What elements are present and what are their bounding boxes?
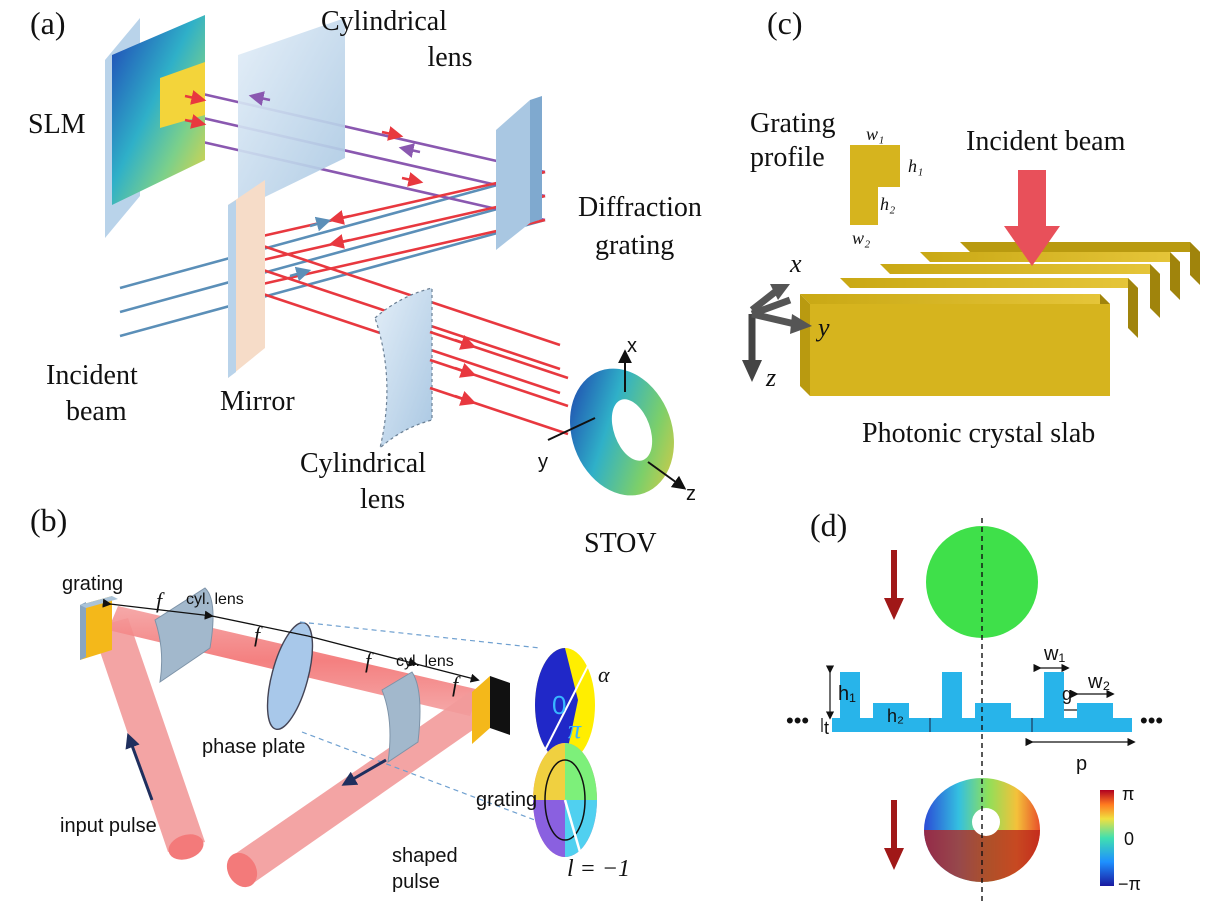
l-value-label: l = −1	[567, 856, 630, 882]
label-cyl-lens-top-2: lens	[427, 42, 472, 73]
label-grating-right: grating	[476, 789, 537, 811]
label-t-d: t	[824, 718, 829, 738]
f-label-1: f	[156, 588, 165, 613]
label-slm: SLM	[28, 109, 86, 140]
alpha-label: α	[598, 662, 610, 687]
stov-axis-x: x	[627, 335, 637, 357]
panel-b: (b)	[30, 502, 630, 893]
ellipsis-right: •••	[1140, 708, 1163, 733]
label-input-pulse: input pulse	[60, 815, 157, 837]
label-w1-d: w₁	[1043, 643, 1065, 665]
stov-torus	[547, 349, 687, 496]
incident-arrows-d	[884, 550, 904, 870]
grating-profile-shape	[850, 145, 900, 225]
cell-dividers-d	[929, 718, 1033, 732]
label-incident-2: beam	[66, 396, 127, 427]
dimension-lines-d	[821, 663, 1136, 747]
phase-inset-top	[535, 648, 596, 762]
grating-right	[472, 676, 510, 744]
label-grating-profile-1: Grating	[750, 108, 836, 139]
axis-z-c: z	[765, 363, 776, 392]
f-label-3: f	[365, 648, 374, 673]
beam-blue-incident	[119, 170, 546, 338]
panel-a: (a)	[28, 5, 702, 559]
label-incident-beam-c: Incident beam	[966, 126, 1126, 157]
label-shaped-2: pulse	[392, 871, 440, 893]
label-g-d: g	[1062, 684, 1072, 704]
vortex-torus-d	[924, 778, 1040, 882]
label-cyl-lens-top-1: Cylindrical	[321, 6, 447, 37]
shaped-pulse-beam	[226, 692, 490, 888]
label-incident-1: Incident	[46, 360, 138, 391]
label-cyl-lens-bottom-2: lens	[360, 484, 405, 515]
ellipsis-left: •••	[786, 708, 809, 733]
panel-d: (d) ••• •••	[786, 507, 1163, 902]
inset-guides	[299, 621, 541, 823]
label-stov: STOV	[584, 528, 657, 559]
panel-b-letter: (b)	[30, 502, 67, 538]
label-cyl-lens-1: cyl. lens	[186, 591, 244, 608]
colorbar-mid-label: 0	[1124, 829, 1134, 849]
pulse-arrows	[125, 732, 387, 801]
phase-zero-label: 0	[552, 690, 566, 720]
incident-beam-arrow-c	[1004, 170, 1060, 266]
f-label-4: f	[452, 672, 461, 697]
label-h2-c: h₂	[880, 194, 895, 214]
colorbar-d	[1100, 790, 1114, 886]
focal-distance-lines	[102, 598, 480, 683]
label-h1-c: h₁	[908, 156, 923, 176]
panel-c: (c) Grating profile w₁ h₁ h₂ w₂ Incident…	[742, 5, 1200, 449]
label-w2-c: w₂	[852, 228, 870, 248]
f-label-2: f	[254, 622, 263, 647]
label-cyl-lens-2: cyl. lens	[396, 653, 454, 670]
axis-y-c: y	[815, 313, 830, 342]
label-grating-profile-2: profile	[750, 142, 825, 173]
label-shaped-1: shaped	[392, 845, 458, 867]
colorbar-top-label: π	[1122, 784, 1134, 804]
label-w2-d: w₂	[1087, 671, 1110, 693]
axes-c	[742, 284, 812, 382]
stov-axis-z: z	[686, 483, 696, 505]
phase-inset-bottom	[533, 743, 597, 857]
label-cyl-lens-bottom-1: Cylindrical	[300, 448, 426, 479]
label-diffraction-2: grating	[595, 230, 674, 261]
slm-panel	[105, 15, 205, 238]
label-slab: Photonic crystal slab	[862, 418, 1095, 449]
label-mirror: Mirror	[220, 386, 295, 417]
phase-pi-label: π	[568, 715, 582, 744]
input-pulse-beam	[92, 618, 205, 860]
axis-x-c: x	[789, 249, 802, 278]
diffraction-grating	[496, 96, 542, 250]
colorbar-bottom-label: −π	[1118, 874, 1141, 894]
cylindrical-lens-bottom	[374, 287, 433, 450]
label-phase-plate: phase plate	[202, 736, 305, 758]
label-h2-d: h₂	[887, 706, 904, 726]
cyl-lens-2	[381, 671, 421, 764]
panel-d-letter: (d)	[810, 507, 847, 543]
label-p-d: p	[1076, 753, 1087, 775]
beam-arrows	[184, 90, 424, 282]
label-w1-c: w₁	[866, 124, 884, 144]
beam-red-output	[429, 330, 569, 436]
photonic-crystal-slab	[800, 242, 1200, 396]
label-h1-d: h₁	[838, 683, 856, 705]
label-diffraction-1: Diffraction	[578, 192, 702, 223]
cylindrical-lens-top	[238, 18, 345, 210]
panel-a-letter: (a)	[30, 5, 66, 41]
beam-purple	[149, 80, 546, 222]
panel-c-letter: (c)	[767, 5, 803, 41]
mirror	[228, 180, 265, 378]
stov-axis-y: y	[538, 451, 548, 473]
label-grating-left: grating	[62, 573, 123, 595]
